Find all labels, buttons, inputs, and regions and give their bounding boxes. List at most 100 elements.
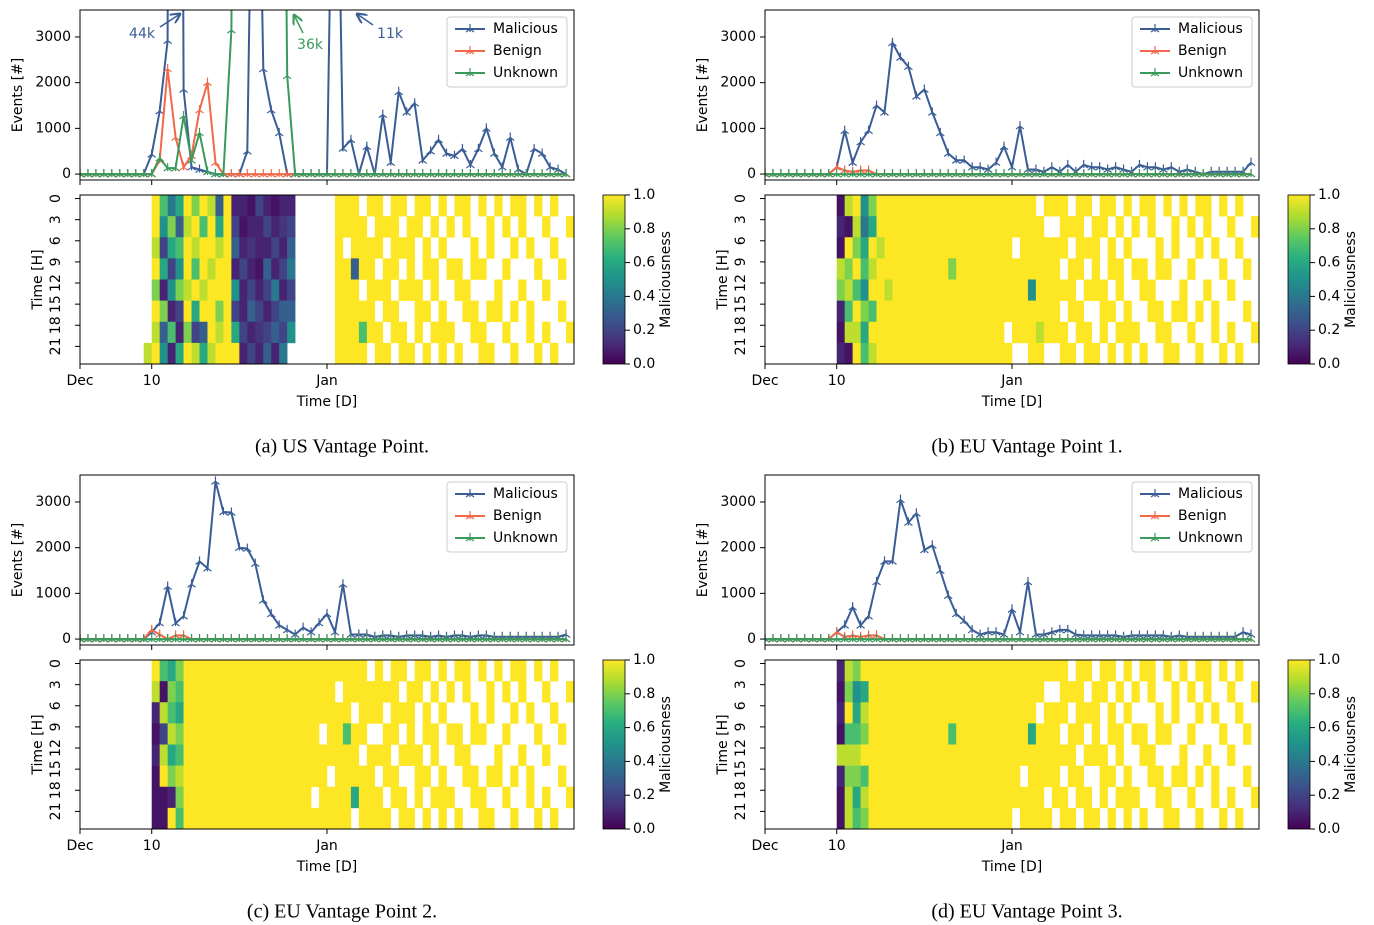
heatmap-cell	[1219, 195, 1228, 217]
heatmap-cell	[852, 195, 861, 217]
heatmap-cell	[860, 300, 869, 323]
heatmap-cell	[334, 807, 344, 830]
heatmap-cell	[1131, 321, 1140, 344]
series-marker	[394, 86, 404, 96]
heatmap-cell	[534, 258, 543, 280]
heatmap-cell	[1051, 786, 1061, 809]
x-axis-label: Time [D]	[296, 859, 357, 875]
series-marker	[1246, 634, 1256, 643]
series-marker	[123, 634, 133, 643]
legend-label: Benign	[1178, 508, 1227, 524]
heatmap-cell	[940, 258, 949, 280]
heatmap-cell	[1035, 216, 1045, 238]
heatmap-cell	[852, 321, 861, 344]
heatmap-cell	[1043, 660, 1053, 682]
heatmap-cell	[940, 723, 949, 745]
heatmap-cell	[542, 786, 551, 809]
series-marker	[927, 169, 937, 178]
heatmap-cell	[502, 258, 511, 280]
heatmap-cell	[1043, 258, 1053, 280]
heatmap-cell	[358, 723, 368, 745]
heatmap-cell	[303, 786, 312, 809]
heatmap-cell	[159, 279, 168, 301]
series-marker	[943, 590, 953, 600]
heatmap-cell	[366, 237, 376, 259]
heatmap-cell	[932, 321, 941, 344]
series-marker	[1159, 169, 1168, 178]
series-marker	[330, 627, 340, 636]
heatmap-cell	[1171, 807, 1180, 830]
heatmap-cell	[1059, 342, 1069, 365]
legend-box	[1131, 481, 1253, 553]
heatmap-cell	[916, 765, 925, 788]
heatmap-cell	[422, 195, 431, 217]
heatmap-cell	[900, 216, 909, 238]
series-marker	[139, 634, 149, 643]
heatmap-cell	[263, 765, 272, 788]
heatmap-cell	[534, 807, 543, 830]
heatmap-cell	[900, 258, 909, 280]
heatmap-cell	[1043, 723, 1053, 745]
heatmap-cell	[478, 195, 487, 217]
heatmap-cell	[932, 660, 941, 682]
heatmap-cell	[1227, 321, 1236, 344]
heatmap-cell	[159, 342, 168, 365]
y-axis-label: Time [H]	[30, 714, 46, 775]
series-marker	[1159, 634, 1168, 643]
series-marker	[768, 634, 778, 643]
series-marker	[481, 123, 491, 132]
series-marker	[912, 169, 921, 178]
heatmap-cell	[303, 660, 312, 682]
heatmap-cell	[988, 723, 997, 745]
heatmap-cell	[518, 660, 527, 682]
series-marker	[824, 634, 834, 643]
plot-area	[80, 476, 571, 643]
heatmap-cell	[988, 702, 997, 724]
heatmap-cell	[255, 342, 264, 365]
heatmap-cell	[852, 216, 861, 238]
heatmap-cell	[1051, 660, 1061, 682]
heatmap-cell	[374, 744, 384, 766]
heatmap-cell	[1043, 807, 1053, 830]
caption: (d) EU Vantage Point 3.	[931, 901, 1122, 923]
heatmap-cell	[183, 702, 192, 724]
series-marker	[474, 169, 483, 178]
heatmap-frame	[764, 194, 1260, 365]
heatmap-cell	[964, 765, 973, 788]
y-tick-label: 0	[747, 631, 756, 647]
heatmap-cell	[932, 681, 941, 703]
series-marker	[322, 169, 332, 178]
heatmap-cell	[167, 300, 176, 323]
y-tick-label: 21	[733, 802, 749, 820]
heatmap-cell	[852, 342, 861, 365]
heatmap-cell	[159, 723, 168, 745]
heatmap-cell	[366, 195, 376, 217]
heatmap-cell	[1123, 786, 1132, 809]
heatmap-cell	[892, 258, 901, 280]
heatmap-cell	[414, 681, 423, 703]
heatmap-cell	[1131, 786, 1140, 809]
heatmap-cell	[964, 786, 973, 809]
heatmap-cell	[876, 342, 885, 365]
heatmap-cell	[836, 702, 845, 724]
series-marker	[489, 634, 499, 643]
heatmap-cell	[303, 765, 312, 788]
heatmap-cell	[1115, 216, 1124, 238]
series-marker	[848, 157, 858, 167]
series-marker	[983, 627, 993, 636]
heatmap-cell	[1059, 744, 1069, 766]
heatmap-cell	[422, 723, 431, 745]
heatmap-cell	[1012, 321, 1021, 344]
legend-box	[1131, 16, 1253, 88]
series-marker	[1222, 169, 1232, 178]
heatmap-cell	[908, 681, 917, 703]
heatmap-cell	[390, 321, 400, 344]
series-marker	[1166, 169, 1176, 178]
y-axis-label: Time [H]	[30, 249, 46, 310]
heatmap-cell	[183, 765, 192, 788]
series-marker	[227, 634, 236, 643]
heatmap-cell	[502, 723, 511, 745]
heatmap-cell	[1059, 786, 1069, 809]
heatmap-cell	[247, 786, 256, 809]
heatmap-cell	[1091, 702, 1100, 724]
